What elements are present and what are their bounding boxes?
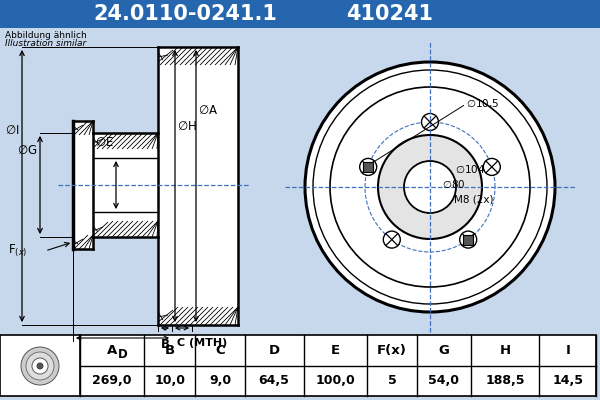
Circle shape <box>383 231 400 248</box>
Text: C: C <box>215 344 225 357</box>
Text: $\varnothing$104: $\varnothing$104 <box>455 163 485 175</box>
Text: F(x): F(x) <box>377 344 407 357</box>
Text: 188,5: 188,5 <box>485 374 525 387</box>
Text: F$_{(x)}$: F$_{(x)}$ <box>8 243 28 259</box>
Text: $\varnothing$80: $\varnothing$80 <box>442 178 466 190</box>
Circle shape <box>32 358 48 374</box>
Circle shape <box>21 347 59 385</box>
Text: $\varnothing$I: $\varnothing$I <box>5 124 19 136</box>
Circle shape <box>26 352 54 380</box>
Text: 64,5: 64,5 <box>259 374 290 387</box>
Text: Abbildung ähnlich: Abbildung ähnlich <box>5 31 87 40</box>
Text: M8 (2x): M8 (2x) <box>454 195 493 205</box>
Text: H: H <box>500 344 511 357</box>
Circle shape <box>330 87 530 287</box>
Circle shape <box>378 135 482 239</box>
Text: 410241: 410241 <box>347 4 433 24</box>
Circle shape <box>460 231 477 248</box>
Text: A: A <box>107 344 117 357</box>
Text: G: G <box>438 344 449 357</box>
Text: $\varnothing$A: $\varnothing$A <box>198 104 218 116</box>
Text: D: D <box>118 348 127 361</box>
Text: Illustration similar: Illustration similar <box>5 39 86 48</box>
Text: 9,0: 9,0 <box>209 374 231 387</box>
FancyBboxPatch shape <box>463 234 473 244</box>
Text: I: I <box>565 344 570 357</box>
Text: 269,0: 269,0 <box>92 374 131 387</box>
Text: 24.0110-0241.1: 24.0110-0241.1 <box>93 4 277 24</box>
Text: $\varnothing$G: $\varnothing$G <box>17 144 37 156</box>
FancyBboxPatch shape <box>0 335 596 396</box>
Text: 10,0: 10,0 <box>154 374 185 387</box>
Text: 5: 5 <box>388 374 397 387</box>
FancyBboxPatch shape <box>158 47 238 325</box>
Circle shape <box>484 158 500 176</box>
Text: 100,0: 100,0 <box>316 374 355 387</box>
Text: C (MTH): C (MTH) <box>177 338 227 348</box>
Circle shape <box>404 161 456 213</box>
Circle shape <box>313 70 547 304</box>
Text: D: D <box>269 344 280 357</box>
FancyBboxPatch shape <box>0 0 600 28</box>
Circle shape <box>37 363 43 369</box>
Circle shape <box>421 114 439 130</box>
Circle shape <box>305 62 555 312</box>
Text: 14,5: 14,5 <box>552 374 583 387</box>
FancyBboxPatch shape <box>73 121 93 249</box>
FancyBboxPatch shape <box>363 162 373 172</box>
Text: B: B <box>164 344 175 357</box>
Text: 54,0: 54,0 <box>428 374 459 387</box>
Text: $\varnothing$10,5: $\varnothing$10,5 <box>466 98 499 110</box>
Text: $\varnothing$H: $\varnothing$H <box>177 120 197 134</box>
Text: $\varnothing$E: $\varnothing$E <box>95 136 114 150</box>
Circle shape <box>359 158 377 176</box>
FancyBboxPatch shape <box>93 133 158 237</box>
Text: E: E <box>331 344 340 357</box>
Text: B: B <box>161 338 170 351</box>
